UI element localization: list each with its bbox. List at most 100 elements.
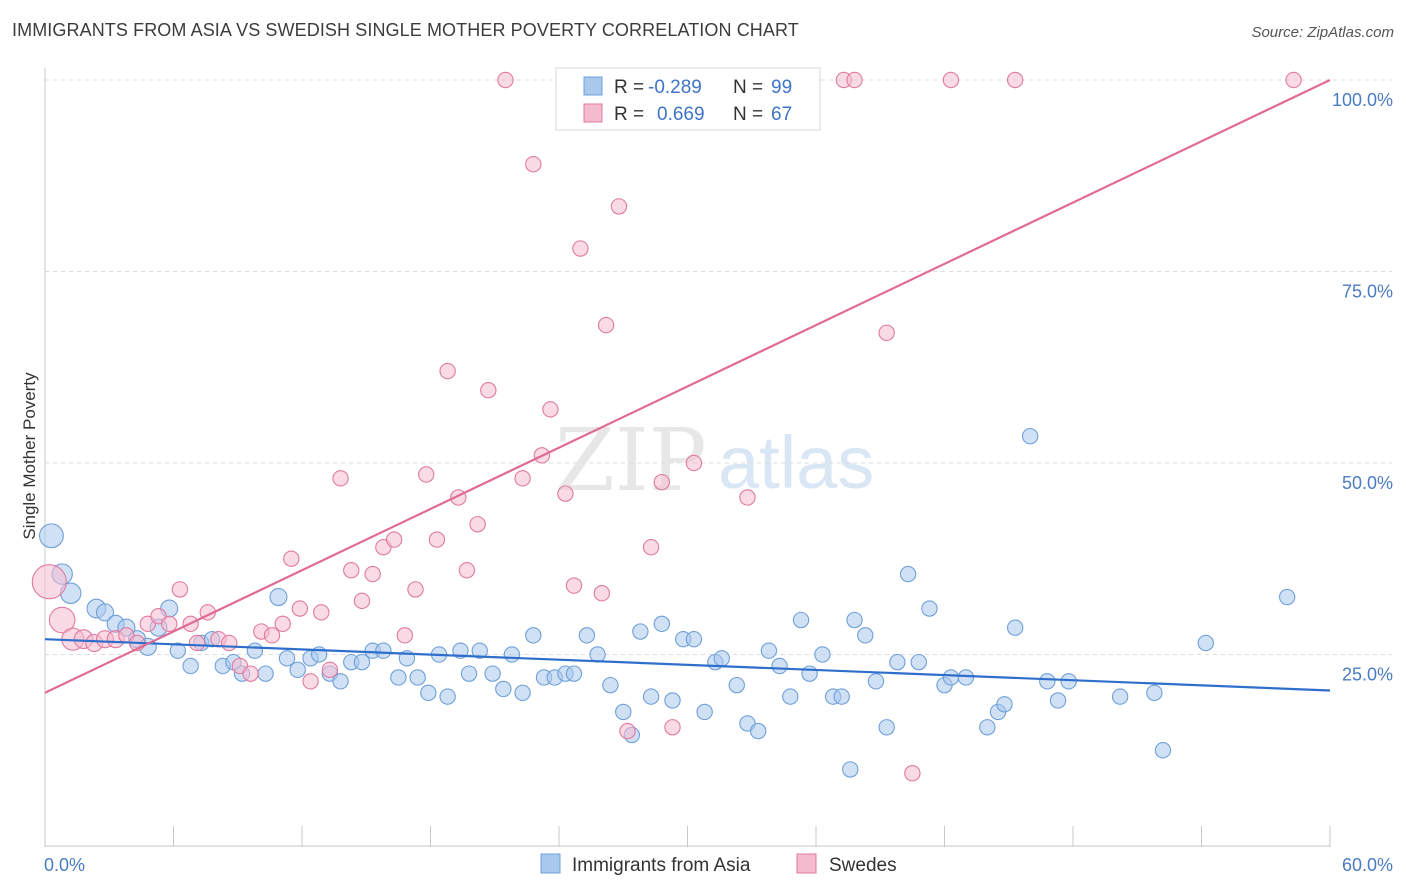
point-swedes-44 (514, 470, 531, 487)
legend-r-value-2: 0.669 (657, 104, 705, 125)
legend-swatch-pink (583, 103, 603, 123)
data-points (31, 71, 1302, 782)
point-asia-78 (878, 719, 895, 736)
point-swedes-0 (31, 564, 67, 600)
point-swedes-55 (642, 539, 660, 556)
point-swedes-49 (565, 577, 583, 594)
point-swedes-29 (343, 562, 360, 579)
point-asia-37 (452, 642, 469, 659)
point-swedes-14 (188, 634, 206, 652)
point-swedes-45 (525, 156, 542, 173)
point-asia-49 (578, 627, 596, 644)
point-asia-51 (602, 676, 619, 694)
bottom-legend-swatch-blue (540, 853, 561, 874)
point-asia-95 (1146, 684, 1163, 701)
point-asia-41 (495, 680, 512, 698)
point-asia-77 (867, 673, 885, 690)
watermark-zip: ZIP (555, 411, 707, 511)
trend-line-asia (44, 638, 1331, 692)
point-asia-60 (696, 703, 713, 721)
point-asia-36 (439, 688, 456, 705)
legend-r-value-1: -0.289 (648, 77, 702, 98)
point-asia-21 (278, 650, 296, 667)
point-asia-63 (728, 676, 745, 694)
point-swedes-42 (480, 382, 497, 399)
point-asia-4 (95, 603, 115, 622)
point-asia-44 (525, 627, 542, 644)
point-asia-34 (420, 684, 437, 701)
point-asia-40 (484, 665, 501, 682)
point-asia-75 (846, 611, 863, 629)
point-asia-57 (664, 692, 681, 709)
point-asia-92 (1049, 692, 1067, 709)
point-asia-97 (1197, 634, 1214, 652)
point-asia-62 (713, 650, 730, 667)
point-asia-96 (1154, 742, 1172, 759)
point-asia-79 (889, 653, 906, 671)
y-tick-label-1: 50.0% (1342, 473, 1393, 493)
point-asia-50 (589, 646, 606, 663)
bottom-legend-label-1: Immigrants from Asia (572, 855, 751, 876)
point-asia-86 (979, 719, 996, 736)
point-swedes-66 (1006, 71, 1024, 89)
point-swedes-48 (557, 485, 574, 502)
point-asia-85 (957, 669, 975, 686)
point-swedes-30 (353, 592, 371, 610)
point-swedes-60 (739, 489, 756, 506)
bottom-legend: Immigrants from Asia Swedes (540, 853, 897, 876)
point-asia-67 (771, 657, 788, 675)
y-tick-label-2: 75.0% (1342, 282, 1393, 302)
point-asia-39 (471, 642, 488, 659)
point-swedes-38 (439, 362, 456, 380)
point-swedes-24 (291, 600, 309, 617)
point-asia-80 (899, 565, 917, 583)
point-asia-88 (996, 696, 1013, 713)
point-asia-52 (615, 703, 632, 721)
point-asia-26 (332, 673, 349, 690)
bottom-legend-swatch-pink (796, 853, 817, 874)
point-swedes-21 (263, 627, 281, 644)
point-asia-43 (514, 684, 531, 701)
y-tick-label-0: 25.0% (1342, 665, 1393, 685)
x-tick-label-1: 60.0% (1342, 855, 1393, 875)
point-swedes-19 (242, 665, 259, 682)
legend-r-label-2: R = (614, 104, 644, 125)
point-swedes-54 (619, 722, 636, 740)
point-asia-94 (1111, 688, 1129, 705)
point-swedes-64 (904, 765, 921, 782)
point-swedes-28 (332, 470, 349, 487)
point-asia-76 (857, 627, 874, 644)
trend-lines (44, 79, 1331, 694)
legend-n-label-1: N = (733, 77, 763, 98)
chart-title: IMMIGRANTS FROM ASIA VS SWEDISH SINGLE M… (12, 20, 799, 40)
point-asia-55 (642, 688, 660, 705)
point-asia-54 (632, 623, 649, 640)
x-tick-label-0: 0.0% (44, 855, 85, 875)
point-asia-90 (1021, 427, 1039, 445)
point-swedes-22 (274, 615, 291, 633)
point-swedes-51 (593, 585, 611, 602)
tick-labels: 25.0% 50.0% 75.0% 100.0% 0.0% 60.0% (44, 90, 1393, 875)
point-asia-38 (460, 665, 478, 682)
point-swedes-31 (364, 565, 381, 583)
point-asia-20 (269, 587, 288, 607)
point-asia-42 (503, 646, 521, 663)
point-asia-59 (685, 630, 703, 648)
point-swedes-43 (497, 71, 514, 89)
trend-line-swedes (44, 79, 1331, 694)
point-swedes-63 (878, 324, 895, 341)
point-asia-82 (921, 600, 938, 617)
point-asia-65 (749, 722, 767, 740)
point-asia-56 (653, 615, 670, 633)
point-swedes-41 (469, 516, 486, 533)
legend-swatch-blue (583, 76, 603, 96)
point-swedes-17 (220, 634, 238, 652)
point-swedes-1 (48, 606, 76, 634)
point-asia-31 (390, 669, 407, 686)
legend-n-value-2: 67 (771, 104, 792, 125)
point-swedes-53 (610, 198, 628, 215)
point-swedes-23 (283, 550, 300, 567)
point-swedes-52 (597, 316, 615, 334)
point-swedes-50 (572, 240, 589, 257)
